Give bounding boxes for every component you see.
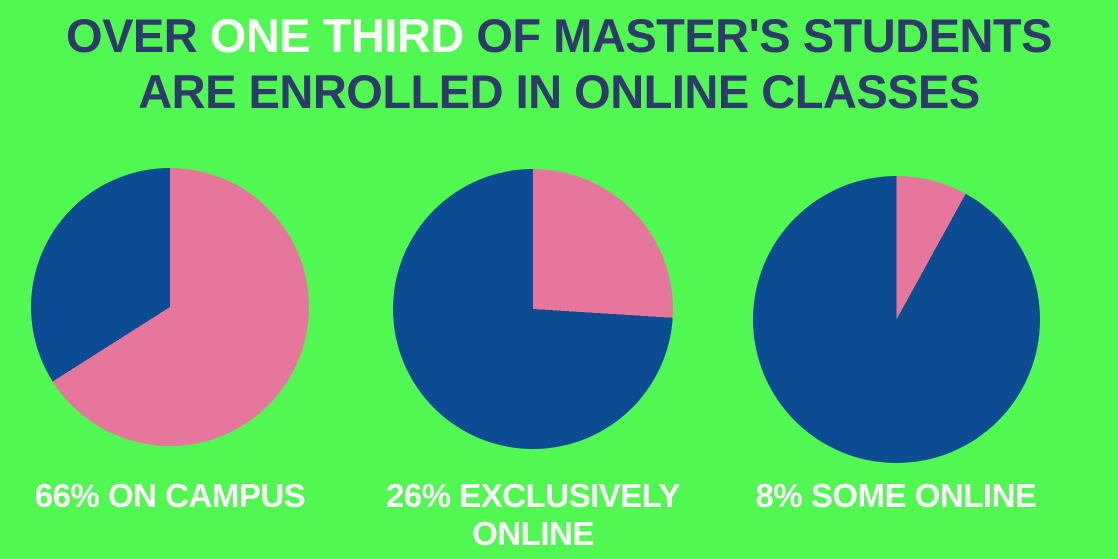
title-segment-over: OVER (66, 9, 210, 62)
title-highlight-one-third: ONE THIRD (209, 9, 465, 62)
pie-caption-on-campus: 66% ON CAMPUS (34, 477, 306, 514)
pie-chart-on-campus (31, 168, 309, 446)
pie-caption-some-online: 8% SOME ONLINE (755, 477, 1037, 514)
pie-caption-exclusively-online: 26% EXCLUSIVELY ONLINE (386, 477, 680, 552)
title-segment-rest: OF MASTER'S STUDENTS ARE ENROLLED IN ONL… (138, 9, 1052, 118)
pie-chart-some-online (753, 176, 1040, 463)
page-title: OVER ONE THIRD OF MASTER'S STUDENTS ARE … (54, 8, 1064, 120)
pie-chart-exclusively-online (393, 169, 673, 449)
